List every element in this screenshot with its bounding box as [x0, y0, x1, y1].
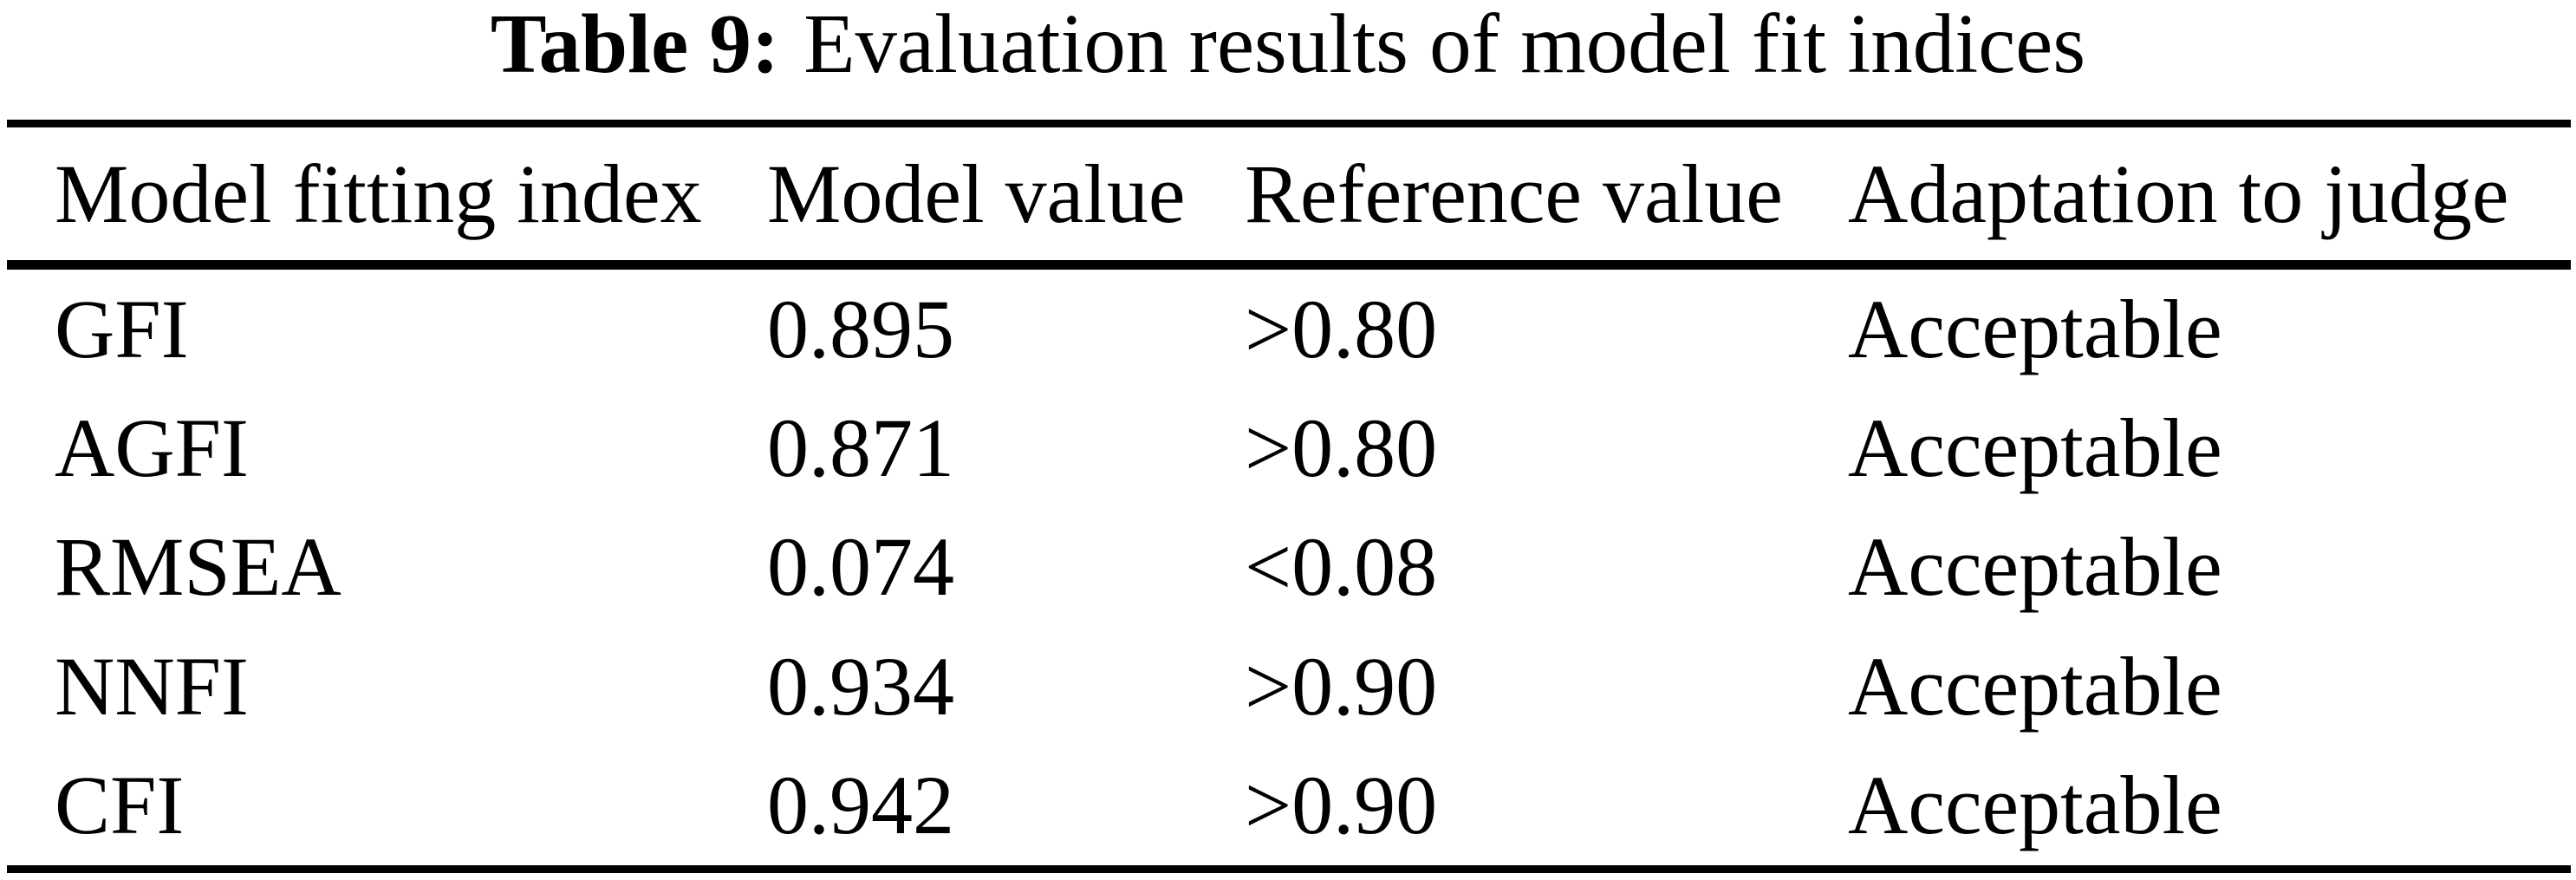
table-row: AGFI 0.871 >0.80 Acceptable	[0, 388, 2576, 507]
table-row: NNFI 0.934 >0.90 Acceptable	[0, 627, 2576, 746]
cell-adaptation: Acceptable	[1848, 639, 2222, 733]
table-caption-title: Evaluation results of model fit indices	[803, 0, 2086, 90]
cell-adaptation: Acceptable	[1848, 401, 2222, 495]
cell-model-value: 0.895	[767, 282, 954, 375]
cell-reference-value: >0.90	[1245, 639, 1438, 733]
table-body: GFI 0.895 >0.80 Acceptable AGFI 0.871 >0…	[0, 270, 2576, 865]
cell-index: GFI	[55, 282, 189, 375]
cell-index: CFI	[55, 759, 185, 852]
cell-model-value: 0.934	[767, 639, 954, 733]
cell-model-value: 0.871	[767, 401, 954, 495]
cell-reference-value: >0.90	[1245, 759, 1438, 852]
cell-index: RMSEA	[55, 520, 342, 614]
cell-adaptation: Acceptable	[1848, 282, 2222, 375]
top-rule	[7, 120, 2571, 127]
table-caption-number: Table 9:	[490, 0, 780, 90]
cell-model-value: 0.074	[767, 520, 954, 614]
column-header-model-value: Model value	[767, 147, 1186, 240]
cell-adaptation: Acceptable	[1848, 759, 2222, 852]
table-row: RMSEA 0.074 <0.08 Acceptable	[0, 508, 2576, 627]
cell-reference-value: <0.08	[1245, 520, 1438, 614]
header-separator-rule	[7, 260, 2571, 270]
table-header: Model fitting index Model value Referenc…	[0, 127, 2576, 260]
cell-index: NNFI	[55, 639, 250, 733]
column-header-reference-value: Reference value	[1245, 147, 1783, 240]
column-header-model-fitting-index: Model fitting index	[55, 147, 702, 240]
cell-reference-value: >0.80	[1245, 282, 1438, 375]
column-header-adaptation-to-judge: Adaptation to judge	[1848, 147, 2509, 240]
cell-adaptation: Acceptable	[1848, 520, 2222, 614]
table-row: CFI 0.942 >0.90 Acceptable	[0, 746, 2576, 865]
cell-reference-value: >0.80	[1245, 401, 1438, 495]
table-caption: Table 9: Evaluation results of model fit …	[0, 0, 2576, 88]
cell-index: AGFI	[55, 401, 250, 495]
table-row: GFI 0.895 >0.80 Acceptable	[0, 270, 2576, 388]
cell-model-value: 0.942	[767, 759, 954, 852]
bottom-rule	[7, 865, 2571, 873]
header-row: Model fitting index Model value Referenc…	[0, 127, 2576, 260]
